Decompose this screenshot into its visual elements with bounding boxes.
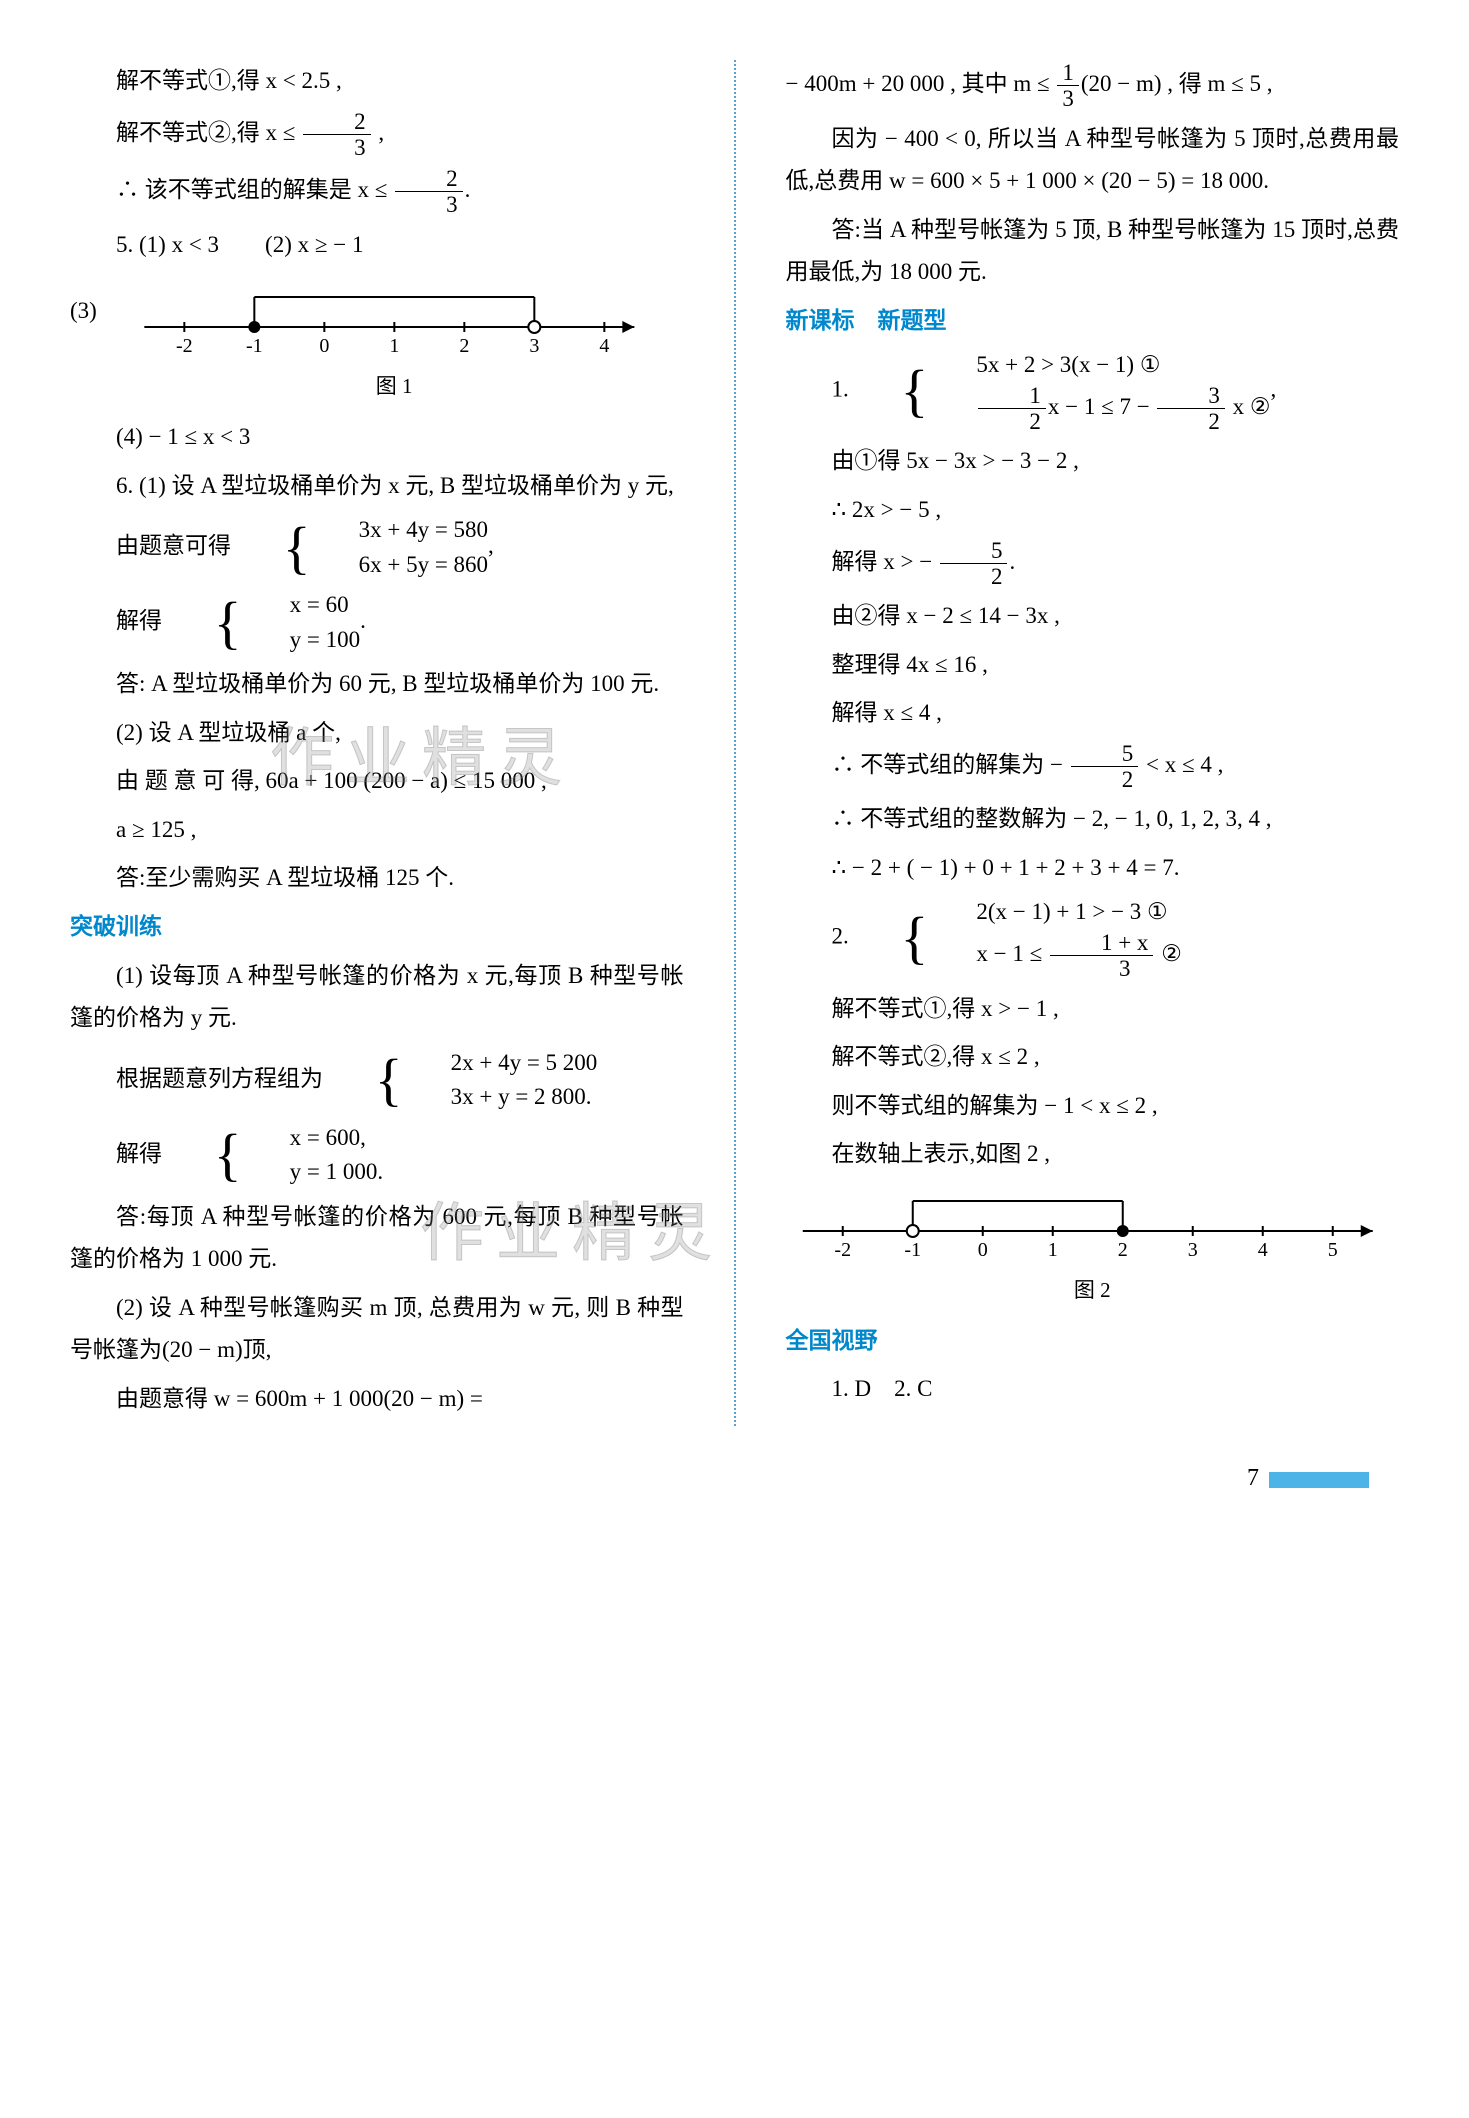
number-line-2: -2 -1 0 1 2 3 4 5 (786, 1191, 1400, 1266)
text: ∴ 不等式组的解集为 − 52 < x ≤ 4 , (786, 741, 1400, 793)
svg-text:-1: -1 (246, 335, 263, 357)
text: a ≥ 125 , (70, 809, 684, 852)
columns: 解不等式①,得 x < 2.5 , 解不等式②,得 x ≤ 23 , ∴ 该不等… (70, 60, 1399, 1426)
text: ∴ 2x > − 5 , (786, 489, 1400, 532)
text: 由 题 意 可 得, 60a + 100 (200 − a) ≤ 15 000 … (70, 760, 684, 803)
text: ∴ 不等式组的整数解为 − 2, − 1, 0, 1, 2, 3, 4 , (786, 798, 1400, 841)
text: 答: A 型垃圾桶单价为 60 元, B 型垃圾桶单价为 100 元. (70, 663, 684, 706)
text: 答:每顶 A 种型号帐篷的价格为 600 元,每顶 B 种型号帐篷的价格为 1 … (70, 1196, 684, 1281)
text: 整理得 4x ≤ 16 , (786, 644, 1400, 687)
svg-text:0: 0 (319, 335, 329, 357)
figure-caption: 图 2 (786, 1271, 1400, 1310)
svg-text:-2: -2 (834, 1239, 851, 1261)
text: 由①得 5x − 3x > − 3 − 2 , (786, 440, 1400, 483)
svg-text:4: 4 (1257, 1239, 1267, 1261)
section-heading: 突破训练 (70, 906, 684, 949)
fraction: 23 (303, 109, 371, 161)
fraction: 52 (940, 538, 1008, 590)
number-line-1: -2 -1 0 1 2 3 4 (105, 287, 684, 362)
svg-text:3: 3 (529, 335, 539, 357)
text: 则不等式组的解集为 − 1 < x ≤ 2 , (786, 1085, 1400, 1128)
text: 5. (1) x < 3 (2) x ≥ − 1 (70, 224, 684, 267)
equation-system: 解得 {x = 600,y = 1 000. (70, 1121, 684, 1190)
page-content: 解不等式①,得 x < 2.5 , 解不等式②,得 x ≤ 23 , ∴ 该不等… (70, 60, 1399, 1426)
text: 解不等式②,得 x ≤ 23 , (70, 109, 684, 161)
svg-text:-1: -1 (904, 1239, 921, 1261)
text: 解得 x ≤ 4 , (786, 692, 1400, 735)
svg-text:2: 2 (459, 335, 469, 357)
svg-text:4: 4 (599, 335, 609, 357)
text: (1) 设每顶 A 种型号帐篷的价格为 x 元,每顶 B 种型号帐篷的价格为 y… (70, 955, 684, 1040)
equation-system: 2. { 2(x − 1) + 1 > − 3 ① x − 1 ≤ 1 + x3… (786, 895, 1400, 981)
page-bar-icon (1269, 1472, 1369, 1488)
figure-caption: 图 1 (105, 367, 684, 406)
text: 解得 x > − 52. (786, 538, 1400, 590)
text: ∴ − 2 + ( − 1) + 0 + 1 + 2 + 3 + 4 = 7. (786, 847, 1400, 890)
svg-text:3: 3 (1187, 1239, 1197, 1261)
equation-system: 1. { 5x + 2 > 3(x − 1) ① 12x − 1 ≤ 7 − 3… (786, 348, 1400, 434)
text: 答:至少需购买 A 型垃圾桶 125 个. (70, 857, 684, 900)
text: 由题意得 w = 600m + 1 000(20 − m) = (70, 1378, 684, 1421)
svg-text:1: 1 (389, 335, 399, 357)
text: 答:当 A 种型号帐篷为 5 顶, B 种型号帐篷为 15 顶时,总费用最低,为… (786, 209, 1400, 294)
column-divider (734, 60, 736, 1426)
equation-system: 由题意可得 {3x + 4y = 5806x + 5y = 860, (70, 513, 684, 582)
text: (2) 设 A 型垃圾桶 a 个, (70, 712, 684, 755)
svg-text:5: 5 (1327, 1239, 1337, 1261)
fraction: 13 (1057, 60, 1079, 112)
text: 1. D 2. C (786, 1368, 1400, 1411)
page-number: 7 (70, 1456, 1399, 1500)
fraction: 52 (1071, 741, 1139, 793)
text: 解不等式①,得 x < 2.5 , (70, 60, 684, 103)
right-column: − 400m + 20 000 , 其中 m ≤ 13(20 − m) , 得 … (771, 60, 1400, 1426)
text: 解不等式②,得 x ≤ 2 , (786, 1036, 1400, 1079)
text: (4) − 1 ≤ x < 3 (70, 416, 684, 459)
text: ∴ 该不等式组的解集是 x ≤ 23. (70, 166, 684, 218)
svg-text:2: 2 (1117, 1239, 1127, 1261)
section-heading: 全国视野 (786, 1320, 1400, 1363)
text: 解不等式①,得 x > − 1 , (786, 988, 1400, 1031)
equation-system: 根据题意列方程组为 {2x + 4y = 5 2003x + y = 2 800… (70, 1046, 684, 1115)
text: − 400m + 20 000 , 其中 m ≤ 13(20 − m) , 得 … (786, 60, 1400, 112)
svg-text:-2: -2 (176, 335, 193, 357)
text: 因为 − 400 < 0, 所以当 A 种型号帐篷为 5 顶时,总费用最低,总费… (786, 118, 1400, 203)
svg-text:0: 0 (977, 1239, 987, 1261)
section-heading: 新课标 新题型 (786, 300, 1400, 343)
left-column: 解不等式①,得 x < 2.5 , 解不等式②,得 x ≤ 23 , ∴ 该不等… (70, 60, 699, 1426)
text: (3) (70, 272, 97, 333)
equation-system: 解得 {x = 60y = 100. (70, 588, 684, 657)
text: 6. (1) 设 A 型垃圾桶单价为 x 元, B 型垃圾桶单价为 y 元, (70, 465, 684, 508)
svg-text:1: 1 (1047, 1239, 1057, 1261)
text: 在数轴上表示,如图 2 , (786, 1133, 1400, 1176)
text: 由②得 x − 2 ≤ 14 − 3x , (786, 595, 1400, 638)
fraction: 23 (395, 166, 463, 218)
text: (2) 设 A 种型号帐篷购买 m 顶, 总费用为 w 元, 则 B 种型号帐篷… (70, 1287, 684, 1372)
